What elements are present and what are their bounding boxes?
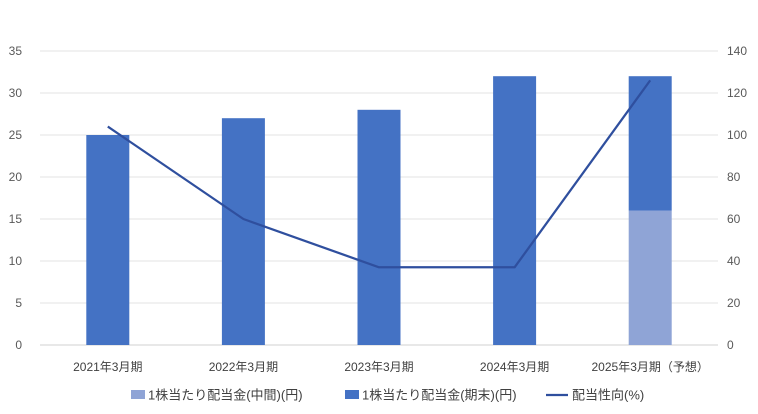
bar-year-end-dividend bbox=[86, 135, 130, 345]
right-tick-label: 120 bbox=[727, 86, 747, 100]
left-tick-label: 20 bbox=[9, 170, 23, 184]
category-label: 2022年3月期 bbox=[209, 360, 278, 374]
left-tick-label: 25 bbox=[9, 128, 23, 142]
legend: 1株当たり配当金(中間)(円) 1株当たり配当金(期末)(円) 配当性向(%) bbox=[131, 388, 644, 403]
legend-label: 1株当たり配当金(中間)(円) bbox=[148, 388, 303, 403]
bar-year-end-dividend bbox=[357, 109, 401, 345]
left-tick-label: 35 bbox=[9, 44, 23, 58]
bar-layer bbox=[86, 76, 672, 345]
legend-swatch bbox=[131, 390, 145, 399]
left-tick-label: 5 bbox=[15, 296, 22, 310]
left-axis: 0 5 10 15 20 25 30 35 bbox=[9, 44, 23, 352]
line-layer bbox=[107, 79, 652, 269]
bar-interim-dividend bbox=[628, 210, 672, 345]
right-tick-label: 40 bbox=[727, 254, 741, 268]
category-axis: 2021年3月期 2022年3月期 2023年3月期 2024年3月期 2025年3月期… bbox=[73, 359, 709, 374]
right-tick-label: 20 bbox=[727, 296, 741, 310]
bar-year-end-dividend bbox=[493, 76, 537, 345]
left-tick-label: 15 bbox=[9, 212, 23, 226]
right-tick-label: 60 bbox=[727, 212, 741, 226]
left-tick-label: 0 bbox=[15, 338, 22, 352]
category-label: 2023年3月期 bbox=[344, 360, 413, 374]
right-tick-label: 80 bbox=[727, 170, 741, 184]
left-tick-label: 10 bbox=[9, 254, 23, 268]
category-label: 2021年3月期 bbox=[73, 360, 142, 374]
legend-label: 配当性向(%) bbox=[572, 388, 644, 403]
category-label: 2025年3月期（予想） bbox=[592, 359, 709, 374]
category-label: 2024年3月期 bbox=[480, 360, 549, 374]
right-axis: 0 20 40 60 80 100 120 140 bbox=[727, 44, 747, 352]
bar-year-end-dividend bbox=[221, 118, 265, 345]
legend-label: 1株当たり配当金(期末)(円) bbox=[362, 388, 517, 403]
bar-year-end-dividend bbox=[628, 76, 672, 211]
right-tick-label: 0 bbox=[727, 338, 734, 352]
right-tick-label: 100 bbox=[727, 128, 747, 142]
right-tick-label: 140 bbox=[727, 44, 747, 58]
legend-swatch bbox=[345, 390, 359, 399]
left-tick-label: 30 bbox=[9, 86, 23, 100]
